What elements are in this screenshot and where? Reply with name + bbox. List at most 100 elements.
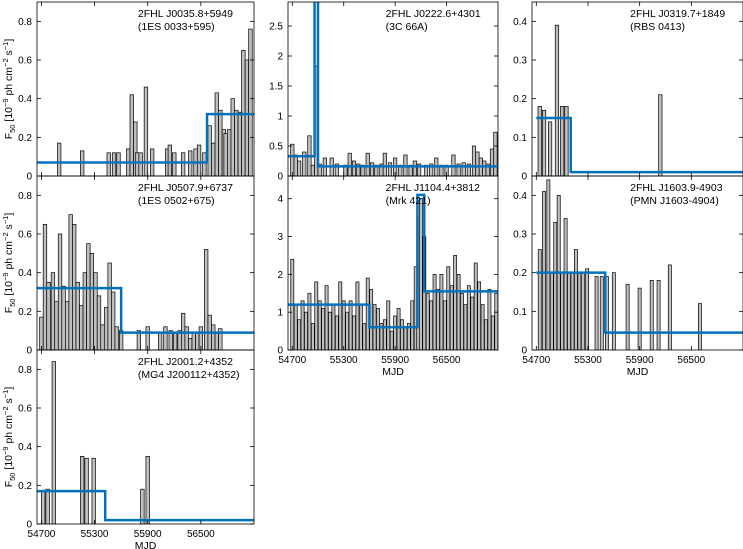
x-tick-label: 56500 <box>187 529 215 540</box>
flux-bar <box>191 332 196 350</box>
flux-bar <box>181 152 186 176</box>
flux-bar <box>442 300 447 350</box>
flux-bar <box>214 92 219 176</box>
flux-bar <box>480 304 485 350</box>
flux-bar <box>387 162 393 176</box>
y-tick-label: 0.3 <box>513 230 527 241</box>
y-tick-label: 0.1 <box>513 307 527 318</box>
flux-bar <box>317 300 322 350</box>
flux-bar <box>466 285 471 350</box>
y-axis-label-part: ph cm <box>3 67 15 99</box>
flux-bar <box>554 24 560 176</box>
panel-title: 2FHL J0319.7+1849 <box>630 8 725 20</box>
flux-bar <box>45 488 50 524</box>
flux-bar <box>107 262 112 350</box>
flux-bar <box>656 280 661 350</box>
flux-bar <box>140 488 145 524</box>
x-tick-label: 55300 <box>81 529 109 540</box>
flux-bar <box>436 289 440 350</box>
flux-bar <box>86 243 91 350</box>
y-axis-label-part: 50 <box>8 125 17 133</box>
y-axis-label: F50 [10−9 ph cm−2 s−1] <box>1 39 17 140</box>
panel-subtitle: (1ES 0033+595) <box>138 21 215 33</box>
bayesian-blocks-line <box>536 271 743 334</box>
panel-title: 2FHL J1104.4+3812 <box>386 182 480 194</box>
y-tick-label: 1 <box>277 308 283 319</box>
flux-bar <box>114 326 119 350</box>
flux-bar <box>93 272 98 350</box>
flux-bar <box>230 98 235 176</box>
flux-bar <box>577 272 582 350</box>
flux-bar <box>328 311 332 350</box>
flux-bar <box>365 152 370 176</box>
flux-bar <box>100 324 105 350</box>
flux-bar <box>111 152 117 176</box>
flux-bar <box>473 262 478 350</box>
y-tick-label: 0.4 <box>18 442 32 453</box>
y-axis-label-part: −2 <box>1 406 10 415</box>
y-axis-label-part: −1 <box>1 216 10 225</box>
flux-bar <box>61 285 66 350</box>
panel-frame <box>287 175 499 351</box>
y-axis-label-part: [10 <box>3 107 15 125</box>
x-tick-label: 55300 <box>330 355 358 366</box>
y-tick-label: 0.4 <box>513 191 527 202</box>
flux-bar <box>549 272 554 350</box>
flux-bar <box>564 106 569 176</box>
flux-bar <box>396 308 401 350</box>
flux-bar <box>331 304 336 350</box>
y-tick-label: 2 <box>277 52 283 63</box>
flux-bar <box>134 152 140 176</box>
flux-bar <box>358 304 363 350</box>
flux-bar <box>307 292 312 350</box>
bayesian-blocks-line <box>37 112 254 164</box>
flux-bar <box>145 455 150 524</box>
panel-subtitle: (Mrk 421) <box>386 195 431 207</box>
y-axis-label-part: s <box>3 224 15 232</box>
flux-bar <box>537 106 542 176</box>
flux-bar <box>196 144 202 176</box>
flux-bar <box>234 109 239 176</box>
flux-bar <box>293 154 298 176</box>
y-tick-label: 0.4 <box>513 17 527 28</box>
y-tick-label: 0 <box>26 172 32 183</box>
flux-bar <box>649 280 654 350</box>
bayesian-blocks-line <box>288 193 498 329</box>
flux-bar <box>403 326 408 350</box>
flux-bar <box>248 28 253 176</box>
flux-bar <box>484 319 488 350</box>
y-tick-label: 1 <box>277 112 283 123</box>
y-tick-label: 0.1 <box>513 133 527 144</box>
flux-bar <box>553 222 558 350</box>
flux-bar <box>211 324 216 350</box>
y-tick-label: 0.2 <box>513 94 527 105</box>
flux-bar <box>580 272 585 350</box>
bayesian-blocks-line <box>536 116 743 174</box>
plot-area <box>37 214 254 350</box>
y-axis-label-part: ph cm <box>3 415 15 447</box>
panel-subtitle: (1ES 0502+675) <box>138 195 215 207</box>
flux-bar <box>563 218 568 350</box>
flux-bar <box>39 316 44 350</box>
flux-bar <box>410 300 415 350</box>
flux-bar <box>446 266 451 350</box>
panel-p1: 0 0.2 0.4 0.6 0.8 2FHL J0035.8+5949(1ES 0033+… <box>1 1 255 183</box>
panel-subtitle: (PMN J1603-4904) <box>630 195 719 207</box>
flux-bar <box>133 121 138 176</box>
flux-bar <box>475 151 480 176</box>
flux-bar <box>485 163 490 176</box>
plot-area <box>37 28 254 176</box>
y-axis-label-part: −9 <box>1 446 10 455</box>
x-tick-label: 54700 <box>278 355 306 366</box>
flux-bar <box>376 308 380 350</box>
panel-p7: 0 0.2 0.4 0.6 0.8 54700 55300 55900 56500 2FHL J2… <box>1 349 255 549</box>
flux-bar <box>68 214 73 350</box>
flux-bar <box>449 285 454 350</box>
panel-p5: 0 1 2 3 4 54700 55300 55900 56500 2FHL J1104.4+38… <box>277 175 499 378</box>
flux-bar <box>304 311 308 350</box>
flux-bar <box>494 292 498 350</box>
flux-bar <box>334 163 339 176</box>
flux-bar <box>352 315 356 350</box>
flux-bar <box>75 281 80 350</box>
flux-bar <box>51 361 56 524</box>
